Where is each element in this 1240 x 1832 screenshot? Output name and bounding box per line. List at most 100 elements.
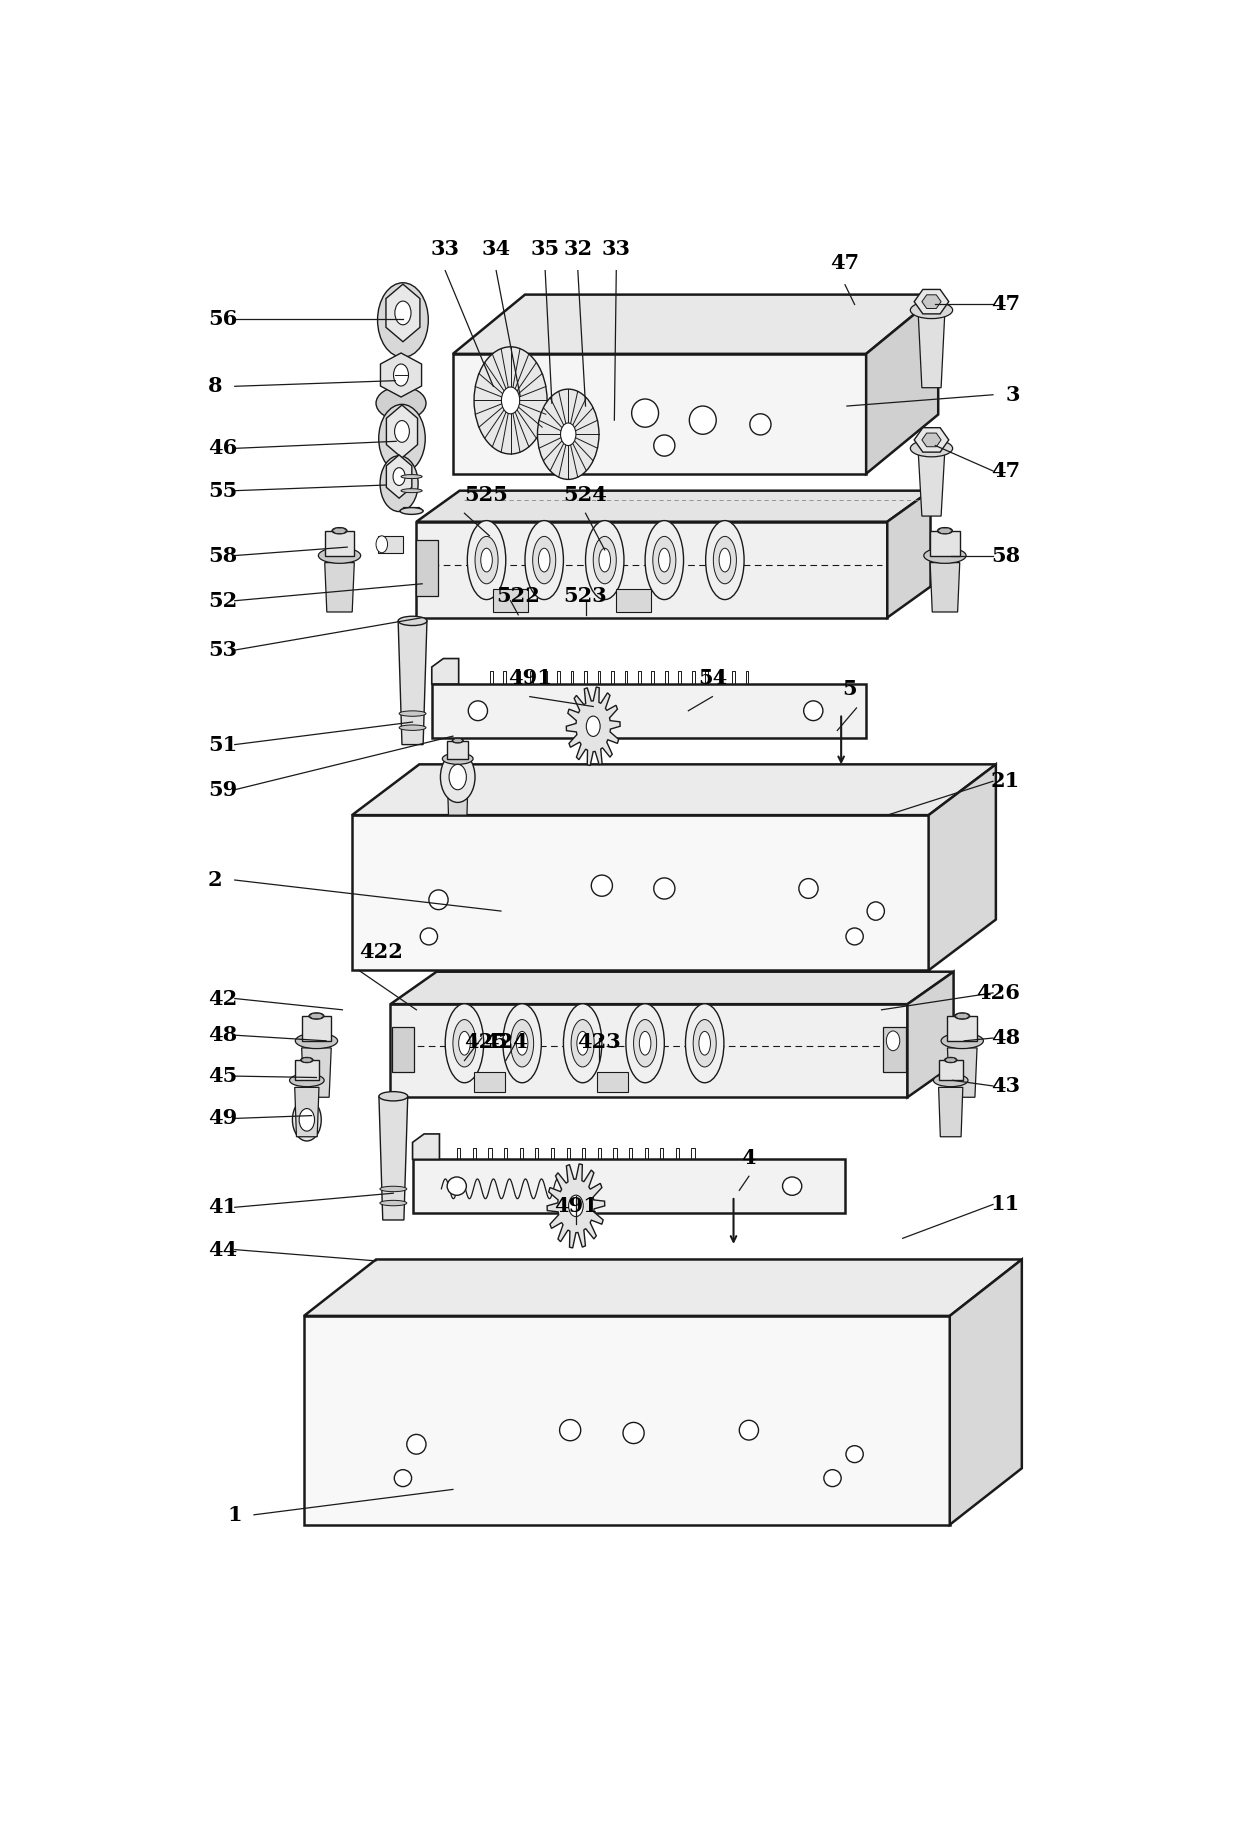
Ellipse shape xyxy=(653,878,675,900)
Ellipse shape xyxy=(910,440,952,456)
Polygon shape xyxy=(453,295,939,354)
Polygon shape xyxy=(474,1072,505,1092)
Text: 522: 522 xyxy=(496,586,541,606)
Circle shape xyxy=(293,1099,321,1141)
Polygon shape xyxy=(918,310,945,388)
Polygon shape xyxy=(387,405,418,458)
Ellipse shape xyxy=(399,725,427,731)
Polygon shape xyxy=(866,295,939,474)
Ellipse shape xyxy=(593,537,616,584)
Circle shape xyxy=(474,346,547,454)
Ellipse shape xyxy=(823,1469,841,1486)
Ellipse shape xyxy=(652,537,676,584)
Text: 2: 2 xyxy=(208,870,222,890)
Text: 5: 5 xyxy=(842,680,857,700)
Polygon shape xyxy=(417,491,930,522)
Text: 491: 491 xyxy=(554,1196,598,1216)
Text: 426: 426 xyxy=(976,984,1019,1002)
Polygon shape xyxy=(596,1072,627,1092)
Polygon shape xyxy=(295,1061,319,1081)
Ellipse shape xyxy=(399,711,427,716)
Ellipse shape xyxy=(572,1020,594,1066)
Text: 41: 41 xyxy=(208,1198,237,1216)
Polygon shape xyxy=(883,1026,905,1072)
Polygon shape xyxy=(908,971,954,1097)
Polygon shape xyxy=(929,764,996,971)
Text: 21: 21 xyxy=(991,771,1019,791)
Text: 58: 58 xyxy=(991,546,1019,566)
Text: 49: 49 xyxy=(208,1108,237,1129)
Polygon shape xyxy=(921,295,941,308)
Text: 54: 54 xyxy=(698,669,727,689)
Text: 42: 42 xyxy=(208,989,237,1008)
Polygon shape xyxy=(391,971,954,1004)
Ellipse shape xyxy=(481,548,492,572)
Polygon shape xyxy=(453,354,866,474)
Text: 491: 491 xyxy=(508,669,552,689)
Polygon shape xyxy=(939,1088,962,1136)
Ellipse shape xyxy=(799,879,818,898)
Text: 523: 523 xyxy=(564,586,608,606)
Polygon shape xyxy=(567,687,620,766)
Ellipse shape xyxy=(599,548,610,572)
Polygon shape xyxy=(947,1048,977,1097)
Ellipse shape xyxy=(443,753,474,764)
Text: 33: 33 xyxy=(601,240,631,260)
Ellipse shape xyxy=(622,1422,644,1444)
Polygon shape xyxy=(378,535,403,553)
Ellipse shape xyxy=(394,1469,412,1486)
Polygon shape xyxy=(304,1259,1022,1315)
Ellipse shape xyxy=(379,1092,408,1101)
Ellipse shape xyxy=(719,548,730,572)
Text: 48: 48 xyxy=(991,1028,1019,1048)
Ellipse shape xyxy=(577,1031,589,1055)
Text: 53: 53 xyxy=(208,639,237,660)
Ellipse shape xyxy=(941,1033,983,1048)
Ellipse shape xyxy=(626,1004,665,1083)
Text: 58: 58 xyxy=(208,546,237,566)
Ellipse shape xyxy=(511,1020,533,1066)
Ellipse shape xyxy=(398,616,427,625)
Circle shape xyxy=(560,423,575,445)
Polygon shape xyxy=(325,531,355,555)
Polygon shape xyxy=(391,1004,908,1097)
Ellipse shape xyxy=(563,1004,601,1083)
Ellipse shape xyxy=(945,1057,957,1063)
Polygon shape xyxy=(453,738,463,742)
Text: 4: 4 xyxy=(742,1149,756,1167)
Polygon shape xyxy=(417,522,888,617)
Text: 11: 11 xyxy=(991,1194,1019,1215)
Circle shape xyxy=(299,1108,315,1130)
Text: 55: 55 xyxy=(208,480,237,500)
Ellipse shape xyxy=(693,1020,717,1066)
Ellipse shape xyxy=(533,537,556,584)
Ellipse shape xyxy=(739,1420,759,1440)
Text: 424: 424 xyxy=(484,1031,528,1052)
Circle shape xyxy=(376,535,388,553)
Ellipse shape xyxy=(448,1176,466,1194)
Polygon shape xyxy=(432,658,459,683)
Polygon shape xyxy=(392,1026,414,1072)
Text: 56: 56 xyxy=(208,308,237,328)
Ellipse shape xyxy=(525,520,563,599)
Ellipse shape xyxy=(934,1074,968,1086)
Polygon shape xyxy=(918,449,945,517)
Ellipse shape xyxy=(924,548,966,562)
Polygon shape xyxy=(417,540,438,597)
Polygon shape xyxy=(379,1096,408,1220)
Text: 45: 45 xyxy=(208,1066,237,1086)
Polygon shape xyxy=(930,562,960,612)
Polygon shape xyxy=(301,1057,312,1063)
Polygon shape xyxy=(401,507,423,511)
Circle shape xyxy=(394,421,409,442)
Ellipse shape xyxy=(309,1013,324,1019)
Ellipse shape xyxy=(910,302,952,319)
Polygon shape xyxy=(939,1061,962,1081)
Ellipse shape xyxy=(401,489,422,493)
Ellipse shape xyxy=(453,1020,476,1066)
Text: 8: 8 xyxy=(208,376,222,396)
Ellipse shape xyxy=(332,528,347,533)
Ellipse shape xyxy=(516,1031,528,1055)
Polygon shape xyxy=(381,354,422,398)
Text: 32: 32 xyxy=(563,240,593,260)
